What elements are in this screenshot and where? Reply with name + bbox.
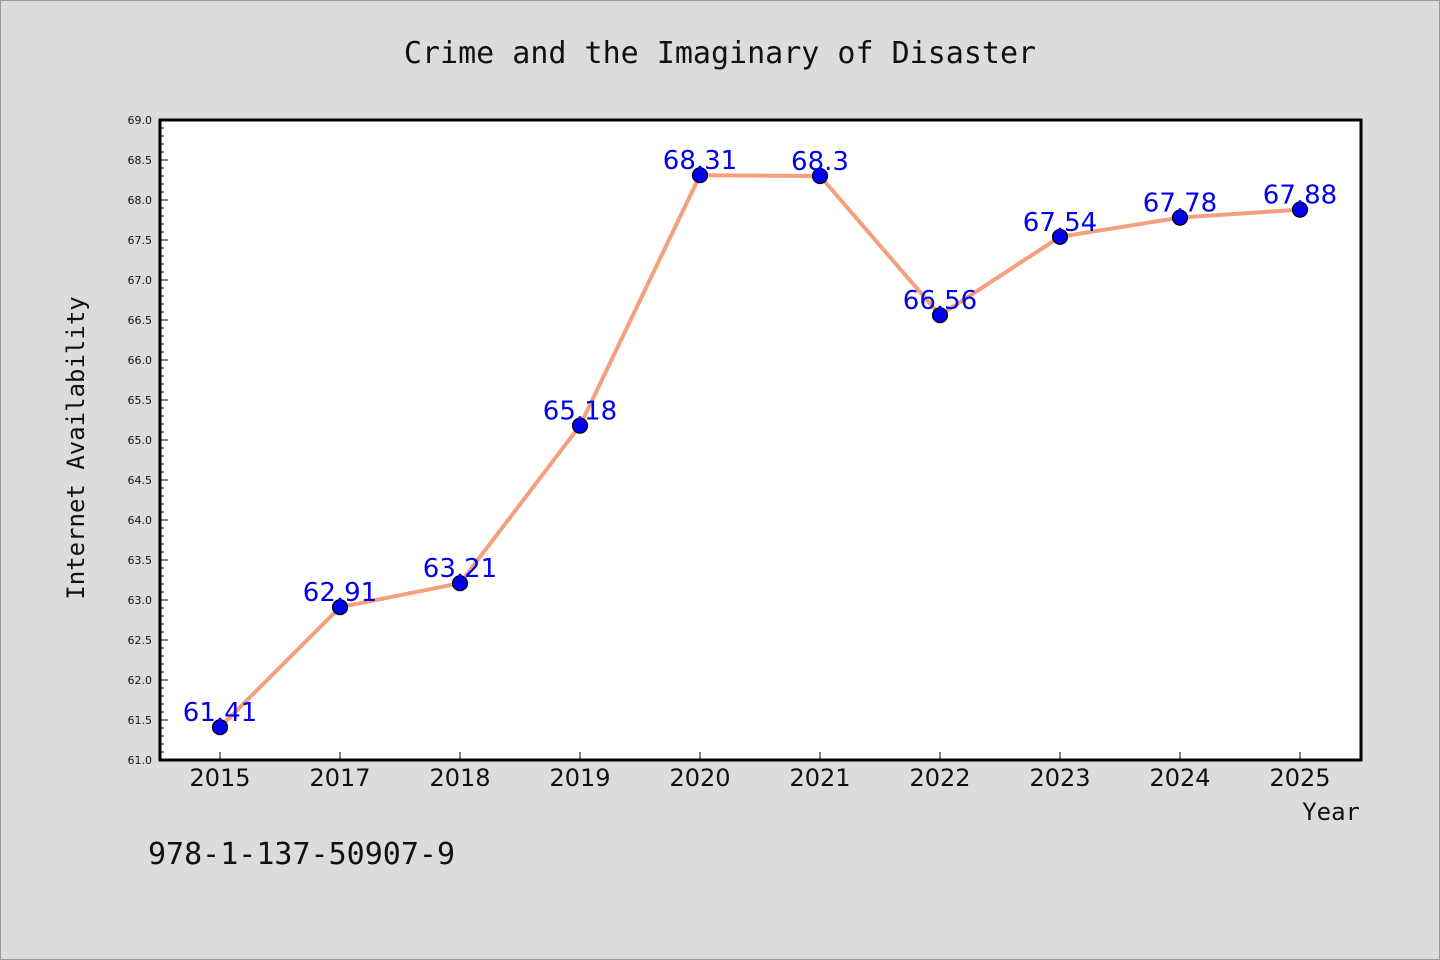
data-point [1051, 228, 1069, 245]
series-polyline [218, 173, 1301, 729]
y-tick-label: 65.5 [128, 394, 153, 407]
x-axis: 2015 2017 2018 2019 2020 2021 2022 2023 2024 2025 [189, 752, 1331, 792]
data-value-label: 67.88 [1263, 181, 1337, 211]
y-tick-label: 63.5 [128, 554, 153, 567]
series-markers [211, 167, 1309, 736]
isbn-text: 978-1-137-50907-9 [148, 837, 455, 872]
data-point [331, 599, 349, 616]
y-tick-label: 62.0 [128, 674, 153, 687]
data-value-label: 67.54 [1023, 208, 1097, 238]
data-value-label: 63.21 [423, 554, 497, 584]
y-tick-label: 67.5 [128, 234, 153, 247]
data-value-label: 68.3 [791, 147, 849, 177]
x-tick-label: 2021 [789, 764, 850, 792]
data-point [691, 167, 709, 184]
x-tick-label: 2023 [1029, 764, 1090, 792]
y-tick-label: 69.0 [128, 114, 153, 127]
data-labels: 61.41 62.91 63.21 65.18 68.31 68.3 66.56 67.54 6… [183, 146, 1337, 728]
data-value-label: 68.31 [663, 146, 737, 176]
y-tick-label: 68.0 [128, 194, 153, 207]
y-tick-label: 66.0 [128, 354, 153, 367]
data-value-label: 66.56 [903, 286, 977, 316]
y-tick-label: 64.0 [128, 514, 153, 527]
x-tick-label: 2015 [189, 764, 250, 792]
series-line [218, 173, 1301, 729]
data-point [451, 575, 469, 592]
data-value-label: 65.18 [543, 397, 617, 427]
data-point [571, 417, 589, 434]
x-tick-label: 2019 [549, 764, 610, 792]
x-tick-label: 2022 [909, 764, 970, 792]
data-value-label: 67.78 [1143, 189, 1217, 219]
data-point [811, 167, 829, 185]
y-tick-label: 66.5 [128, 314, 153, 327]
plot-area [158, 118, 1363, 762]
x-tick-label: 2025 [1269, 764, 1330, 792]
x-tick-label: 2020 [669, 764, 730, 792]
y-tick-label: 67.0 [128, 274, 153, 287]
data-point [211, 719, 229, 736]
y-tick-label: 62.5 [128, 634, 153, 647]
y-axis: 61.0 61.5 62.0 62.5 63.0 63.5 64.0 64.5 65.0 65.5… [128, 114, 168, 767]
x-tick-label: 2024 [1149, 764, 1210, 792]
y-tick-label: 64.5 [128, 474, 153, 487]
x-axis-label: Year [1302, 798, 1360, 826]
y-tick-label: 61.5 [128, 714, 153, 727]
chart-title: Crime and the Imaginary of Disaster [404, 36, 1036, 71]
y-tick-label: 63.0 [128, 594, 153, 607]
data-point [931, 307, 949, 324]
y-tick-label: 61.0 [128, 754, 153, 767]
y-tick-label: 68.5 [128, 154, 153, 167]
data-point [1171, 209, 1189, 226]
x-tick-label: 2018 [429, 764, 490, 792]
y-axis-label: Internet Availability [62, 296, 90, 599]
data-point [1291, 201, 1309, 218]
x-tick-label: 2017 [309, 764, 370, 792]
data-value-label: 62.91 [303, 578, 377, 608]
data-value-label: 61.41 [183, 698, 257, 728]
y-tick-label: 65.0 [128, 434, 153, 447]
